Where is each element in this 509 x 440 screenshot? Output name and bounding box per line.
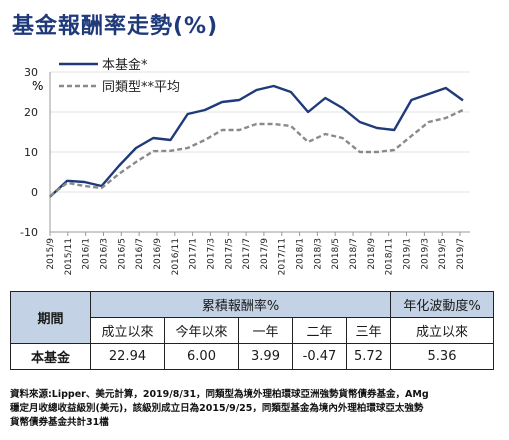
footnote: 資料來源:Lipper、美元計算，2019/8/31，同類型為境外理柏環球亞洲強… <box>10 388 500 430</box>
x-tick-label: 2017/11 <box>278 238 288 275</box>
table-cell: 22.94 <box>90 343 165 370</box>
period-header: 期間 <box>10 291 91 344</box>
x-tick-label: 2018/11 <box>385 238 395 275</box>
sub-header-since-inception: 成立以來 <box>90 317 165 344</box>
table-cell: 6.00 <box>164 343 239 370</box>
x-tick-label: 2019/3 <box>420 238 430 270</box>
footnote-line: 資料來源:Lipper、美元計算，2019/8/31，同類型為境外理柏環球亞洲強… <box>10 389 429 400</box>
line-chart: -10 0 10 20 30 2015/9 2015/11 2016/1 2016/3 2016… <box>20 57 470 275</box>
x-tick-label: 2016/11 <box>171 238 181 275</box>
x-tick-label: 2018/1 <box>296 238 306 270</box>
cumulative-return-header: 累積報酬率% <box>90 291 391 318</box>
row-label-fund: 本基金 <box>10 343 91 370</box>
x-tick-label: 2017/1 <box>189 238 199 270</box>
sub-header-1y: 一年 <box>238 317 293 344</box>
legend-label: 本基金* <box>102 57 148 73</box>
sub-header-ytd: 今年以來 <box>164 317 239 344</box>
performance-table: 期間 累積報酬率% 年化波動度% 成立以來 今年以來 一年 二年 三年 成立以來… <box>10 291 494 370</box>
y-axis-ticks: -10 0 10 20 30 <box>20 66 38 239</box>
table-cell: 5.72 <box>346 343 391 370</box>
y-tick-label: 20 <box>24 106 38 119</box>
x-tick-label: 2018/9 <box>367 238 377 270</box>
y-tick-label: -10 <box>20 226 38 239</box>
x-tick-label: 2016/5 <box>117 238 127 270</box>
series-line-fund <box>49 84 464 198</box>
x-tick-label: 2019/1 <box>403 238 413 270</box>
footnote-line: 貨幣債券基金共計31檔 <box>10 417 109 428</box>
x-tick-label: 2018/7 <box>349 238 359 270</box>
x-tick-label: 2016/9 <box>153 238 163 270</box>
x-tick-label: 2016/3 <box>99 238 109 270</box>
y-axis-label: % <box>32 79 43 93</box>
table-cell: -0.47 <box>292 343 347 370</box>
page-title: 基金報酬率走勢(%) <box>12 14 219 39</box>
x-tick-label: 2017/9 <box>260 238 270 270</box>
x-tick-label: 2017/7 <box>242 238 252 270</box>
y-tick-label: 10 <box>24 146 38 159</box>
sub-header-3y: 三年 <box>346 317 391 344</box>
table-cell: 5.36 <box>390 343 494 370</box>
grid <box>49 71 470 233</box>
y-tick-label: 30 <box>24 66 38 79</box>
x-tick-label: 2019/5 <box>438 238 448 270</box>
x-tick-label: 2016/7 <box>135 238 145 270</box>
x-tick-label: 2017/3 <box>206 238 216 270</box>
x-tick-label: 2018/3 <box>313 238 323 270</box>
x-tick-label: 2017/5 <box>224 238 234 270</box>
legend-label: 同類型**平均 <box>102 80 180 95</box>
table-cell: 3.99 <box>238 343 293 370</box>
x-axis-ticks: 2015/9 2015/11 2016/1 2016/3 2016/5 2016/7 201… <box>46 232 466 275</box>
volatility-header: 年化波動度% <box>390 291 494 318</box>
x-tick-label: 2018/5 <box>331 238 341 270</box>
x-tick-label: 2016/1 <box>82 238 92 270</box>
sub-header-2y: 二年 <box>292 317 347 344</box>
legend: 本基金* 同類型**平均 <box>59 57 180 95</box>
x-tick-label: 2015/11 <box>64 238 74 275</box>
footnote-line: 穩定月收總收益級別(美元)，該級別成立日為2015/9/25，同類型基金為境內外… <box>10 403 424 414</box>
x-tick-label: 2019/7 <box>456 238 466 270</box>
series-lines <box>49 84 464 198</box>
y-tick-label: 0 <box>31 186 38 199</box>
series-line-peer-average <box>49 108 464 197</box>
x-tick-label: 2015/9 <box>46 238 56 270</box>
sub-header-vol-since-inception: 成立以來 <box>390 317 494 344</box>
